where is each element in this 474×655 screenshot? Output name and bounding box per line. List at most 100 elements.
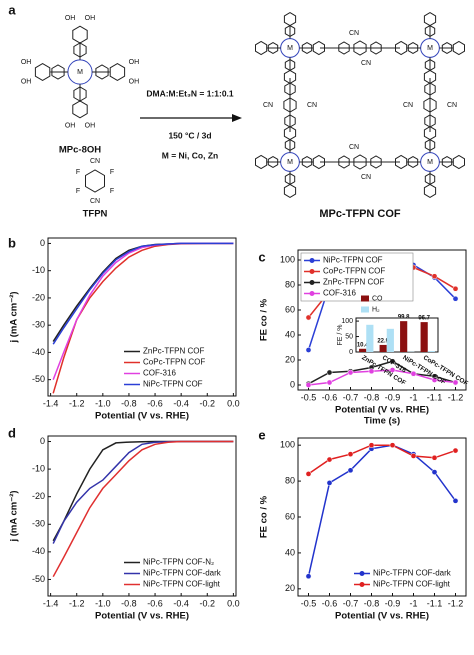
legend-label: NiPc-TFPN COF-light [143, 580, 221, 589]
y-tick-label: -10 [32, 463, 45, 473]
atom: M [287, 159, 293, 166]
x-tick-label: -0.6 [322, 392, 338, 402]
marker [452, 447, 459, 454]
y-tick-label: -20 [32, 292, 45, 302]
condition: M = Ni, Co, Zn [162, 150, 218, 160]
x-tick-label: -0.2 [200, 398, 216, 408]
atom: M [77, 69, 83, 76]
bar [420, 322, 428, 352]
y-axis-label: j (mA cm⁻²) [9, 490, 20, 542]
ring [441, 42, 453, 54]
marker [452, 285, 459, 292]
value-label: 99.8 [398, 315, 410, 321]
condition: DMA:M:Et₃N = 1:1:0.1 [146, 88, 234, 98]
y-axis-label: FE / % [337, 324, 344, 345]
y-tick-label: -30 [32, 320, 45, 330]
series-line [52, 242, 234, 345]
marker [347, 467, 354, 474]
x-tick-label: -0.6 [147, 398, 163, 408]
ring [284, 82, 296, 96]
atom: OH [21, 79, 32, 86]
marker [389, 442, 396, 449]
x-tick-label: -1.1 [427, 392, 443, 402]
legend-label: H₂ [372, 306, 380, 313]
y-axis-label: FE co / % [259, 298, 270, 341]
x-tick-label: -0.9 [385, 598, 401, 608]
ring [370, 155, 382, 169]
atom: OH [85, 15, 96, 22]
ring [51, 64, 65, 80]
series-line [52, 440, 234, 578]
ring [423, 126, 437, 141]
ring [353, 154, 367, 170]
legend-marker [309, 291, 315, 296]
ring [370, 41, 382, 55]
marker [305, 347, 312, 353]
y-axis-label: FE co / % [259, 495, 270, 538]
y-tick-label: 20 [285, 354, 295, 364]
ring [284, 25, 296, 37]
x-tick-label: 0.0 [227, 598, 240, 608]
atom: CN [403, 102, 413, 109]
y-axis-label: j (mA cm⁻²) [9, 291, 20, 343]
marker [368, 368, 375, 375]
ring [284, 139, 296, 151]
legend-label: CO [372, 295, 383, 302]
y-tick-label: 0 [40, 238, 45, 248]
atom: OH [65, 123, 76, 130]
atom: OH [129, 79, 140, 86]
x-tick-label: -1.1 [427, 598, 443, 608]
marker [305, 471, 312, 477]
ring [338, 41, 350, 55]
x-tick-label: -0.5 [301, 392, 317, 402]
ring [301, 156, 313, 168]
y-tick-label: -30 [32, 519, 45, 529]
ring [255, 154, 268, 170]
x-tick-label: -1 [409, 598, 417, 608]
y-tick-label: 60 [285, 511, 295, 521]
ring [395, 154, 408, 170]
bar [386, 328, 394, 352]
ring [312, 154, 325, 170]
atom: CN [349, 144, 359, 151]
marker [368, 442, 375, 449]
atom: CN [361, 174, 371, 181]
marker [326, 379, 333, 386]
y-tick-label: -40 [32, 347, 45, 357]
legend-label: ZnPc-TFPN COF [143, 347, 204, 356]
x-tick-label: -0.4 [173, 598, 189, 608]
atom: CN [447, 102, 457, 109]
legend-swatch [361, 295, 369, 302]
x-tick-label: -1.0 [95, 398, 111, 408]
panel-label: b [8, 235, 16, 250]
ring [424, 114, 436, 128]
y-tick-label: 80 [285, 279, 295, 289]
value-label: 10.4 [357, 342, 369, 348]
ring [267, 42, 279, 54]
legend-label: ZnPc-TFPN COF [323, 278, 384, 287]
marker [431, 469, 438, 475]
atom: OH [129, 59, 140, 66]
legend-marker [359, 582, 365, 587]
legend-label: NiPc-TFPN COF-dark [143, 569, 222, 578]
x-axis-label: Potential (V vs. RHE) [335, 405, 429, 416]
series-line [308, 369, 456, 386]
atom: M [287, 45, 293, 52]
marker [452, 295, 459, 302]
plot-frame [47, 237, 237, 397]
ring [407, 42, 419, 54]
marker [305, 314, 312, 321]
atom: CN [263, 102, 273, 109]
marker [389, 358, 396, 365]
x-tick-label: -1.0 [95, 598, 111, 608]
bar [379, 344, 387, 352]
legend-label: NiPc-TFPN COF [323, 256, 383, 265]
x-tick-label: -1.2 [69, 398, 85, 408]
y-tick-label: 50 [345, 333, 353, 340]
y-tick-label: -50 [32, 574, 45, 584]
ring [424, 82, 436, 96]
atom: CN [90, 158, 100, 165]
y-tick-label: -20 [32, 491, 45, 501]
legend-label: COF-316 [323, 289, 356, 298]
x-tick-label: -0.4 [173, 398, 189, 408]
